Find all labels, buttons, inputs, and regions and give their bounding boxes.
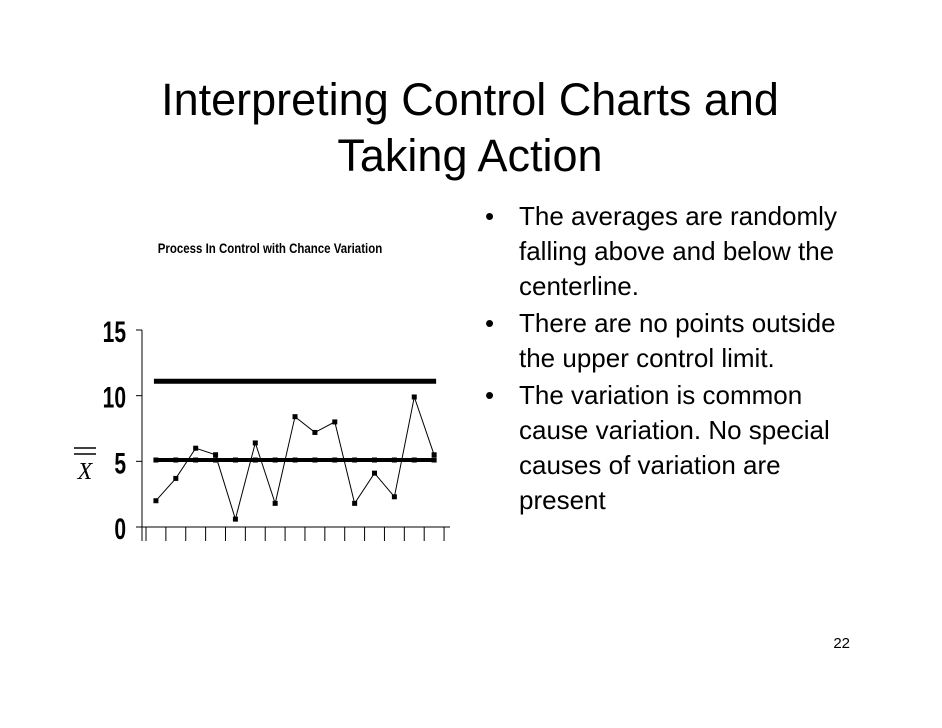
centerline-marker [352,457,358,463]
data-point [173,475,179,481]
slide-title: Interpreting Control Charts and Taking A… [100,72,840,184]
bullet-text: The variation is common cause variation.… [519,380,830,515]
y-axis-symbol: X [77,459,94,485]
title-line-1: Interpreting Control Charts and [161,74,779,125]
control-chart: Process In Control with Chance Variation… [60,225,460,555]
y-tick-label: 15 [103,317,126,349]
bullet-text: There are no points outside the upper co… [519,308,836,373]
centerline-marker [213,457,219,463]
x-double-bar-symbol: X [74,447,96,485]
chart-title: Process In Control with Chance Variation [158,240,383,256]
centerline-marker [332,457,338,463]
data-point [411,394,417,400]
bullet-dot: • [485,308,495,338]
data-point [272,500,278,506]
bullet-item: • The variation is common cause variatio… [485,378,865,518]
y-tick-label: 10 [103,382,126,414]
data-point [213,452,219,458]
centerline-marker [252,457,258,463]
centerline-marker [391,457,397,463]
bullet-dot: • [485,380,495,410]
centerline-marker [272,457,278,463]
bullet-item: • The averages are randomly falling abov… [485,199,865,304]
data-point [372,470,378,476]
data-point [292,414,298,420]
centerline-marker [232,457,238,463]
centerline-marker [431,457,437,463]
data-point [391,494,397,500]
data-point [193,445,199,451]
data-point [352,500,358,506]
centerline-marker [153,457,159,463]
centerline-marker [312,457,318,463]
bullet-text: The averages are randomly falling above … [519,201,837,301]
data-point [431,452,437,458]
y-tick-label: 5 [114,448,126,480]
y-tick-label: 0 [114,514,126,546]
centerline-marker [372,457,378,463]
bullet-list: • The averages are randomly falling abov… [485,199,865,520]
centerline-marker [292,457,298,463]
data-point [332,419,338,425]
bullet-item: • There are no points outside the upper … [485,306,865,376]
title-line-2: Taking Action [337,130,603,181]
page-number: 22 [833,635,850,652]
data-point [312,429,318,435]
centerline-marker [193,457,199,463]
data-point [153,498,159,504]
data-point [232,516,238,522]
data-point [252,440,258,446]
control-chart-svg: Process In Control with Chance Variation… [74,240,450,546]
bullet-dot: • [485,201,495,231]
centerline-marker [411,457,417,463]
centerline-marker [173,457,179,463]
